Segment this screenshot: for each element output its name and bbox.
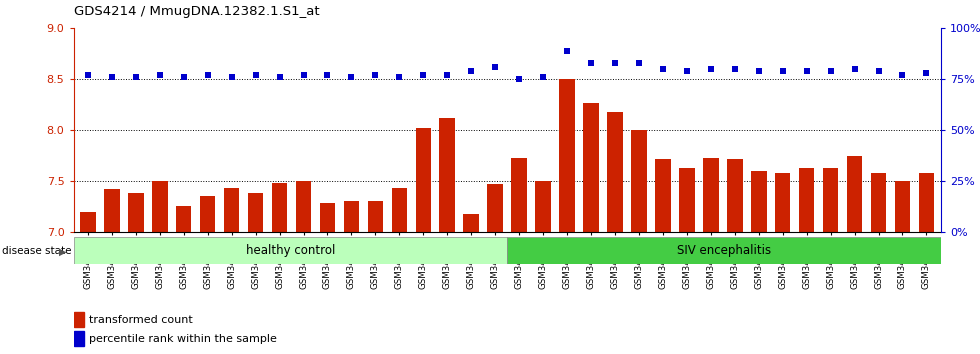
Point (175, 74, 191, 80)
Point (487, 64, 503, 70)
Point (200, 72, 216, 78)
Point (895, 72, 910, 78)
Bar (655, 159, 670, 232)
Bar (823, 168, 838, 232)
Bar (560, 79, 575, 232)
Point (152, 72, 168, 78)
Point (271, 74, 287, 80)
Bar (74, 331, 84, 346)
Bar (847, 155, 862, 232)
Text: disease state: disease state (2, 246, 72, 256)
Bar (296, 181, 312, 232)
Bar (631, 130, 647, 232)
Bar (512, 158, 527, 232)
Bar (775, 173, 791, 232)
Bar (583, 103, 599, 232)
Bar (223, 188, 239, 232)
Bar (416, 128, 431, 232)
Bar (608, 112, 622, 232)
Point (391, 74, 407, 80)
Point (248, 72, 264, 78)
Point (703, 66, 718, 72)
Text: SIV encephalitis: SIV encephalitis (677, 244, 771, 257)
Point (679, 68, 695, 74)
Point (823, 68, 839, 74)
Bar (679, 168, 695, 232)
Bar (80, 211, 96, 232)
Point (727, 66, 743, 72)
Bar (508, 237, 941, 264)
Bar (703, 158, 718, 232)
Point (799, 68, 814, 74)
Text: healthy control: healthy control (246, 244, 335, 257)
Bar (74, 312, 84, 327)
Bar (918, 173, 934, 232)
Point (512, 76, 527, 82)
Point (223, 74, 239, 80)
Point (870, 68, 886, 74)
Bar (319, 203, 335, 232)
Point (368, 72, 383, 78)
Bar (464, 213, 479, 232)
Point (583, 60, 599, 66)
Text: GDS4214 / MmugDNA.12382.1.S1_at: GDS4214 / MmugDNA.12382.1.S1_at (74, 5, 319, 18)
Point (631, 60, 647, 66)
Point (80, 72, 96, 78)
Point (416, 72, 431, 78)
Point (464, 68, 479, 74)
Bar (392, 188, 407, 232)
Point (918, 70, 934, 76)
Bar (74, 237, 508, 264)
Bar (799, 168, 814, 232)
Text: percentile rank within the sample: percentile rank within the sample (89, 334, 277, 344)
Bar (895, 181, 910, 232)
Point (319, 72, 335, 78)
Bar (128, 193, 144, 232)
Text: ▶: ▶ (59, 246, 67, 256)
Point (847, 66, 862, 72)
Point (439, 72, 455, 78)
Bar (176, 206, 191, 232)
Point (104, 74, 120, 80)
Point (608, 60, 623, 66)
Point (775, 68, 791, 74)
Bar (535, 181, 551, 232)
Point (655, 66, 670, 72)
Point (535, 74, 551, 80)
Point (128, 74, 144, 80)
Text: transformed count: transformed count (89, 315, 193, 325)
Bar (439, 118, 455, 232)
Bar (487, 184, 503, 232)
Point (344, 74, 360, 80)
Point (296, 72, 312, 78)
Bar (152, 181, 168, 232)
Point (560, 48, 575, 53)
Bar (751, 171, 766, 232)
Bar (368, 201, 383, 232)
Bar (271, 183, 287, 232)
Point (751, 68, 766, 74)
Bar (727, 159, 743, 232)
Bar (870, 173, 886, 232)
Bar (248, 193, 264, 232)
Bar (200, 196, 216, 232)
Bar (344, 201, 360, 232)
Bar (104, 189, 120, 232)
